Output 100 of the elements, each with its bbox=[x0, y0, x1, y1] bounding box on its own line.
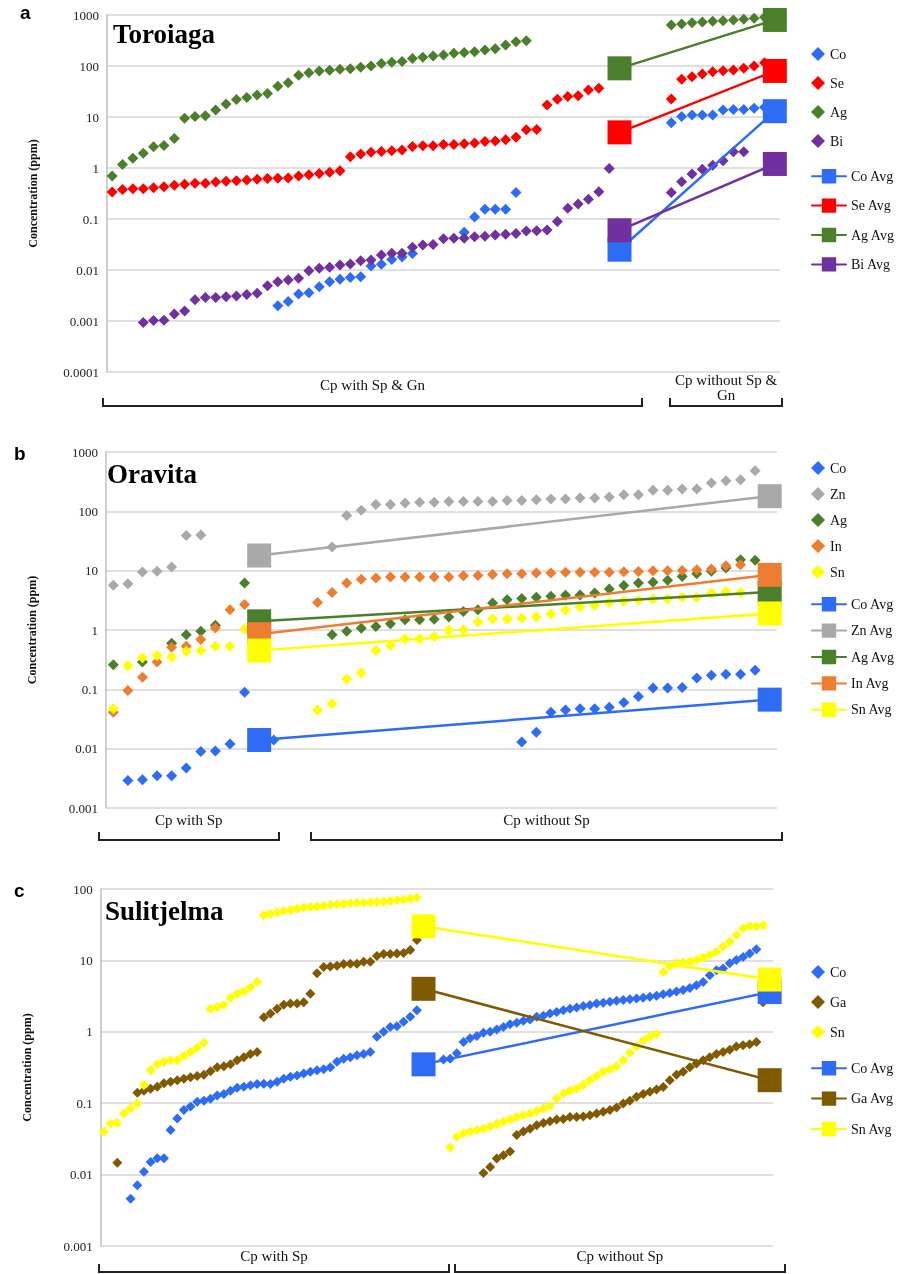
point bbox=[210, 291, 222, 303]
point bbox=[500, 39, 512, 51]
point bbox=[272, 300, 284, 312]
point bbox=[510, 131, 522, 143]
point bbox=[479, 203, 491, 215]
point bbox=[691, 564, 703, 576]
point bbox=[607, 56, 632, 81]
y-tick-label: 0.01 bbox=[75, 741, 98, 757]
point bbox=[282, 296, 294, 308]
point bbox=[632, 577, 644, 589]
point bbox=[341, 673, 353, 685]
point bbox=[632, 690, 644, 702]
point bbox=[137, 317, 149, 329]
point bbox=[303, 67, 315, 79]
point bbox=[417, 51, 429, 63]
text: c bbox=[14, 880, 25, 902]
point bbox=[762, 58, 787, 83]
point bbox=[757, 484, 782, 509]
point bbox=[272, 276, 284, 288]
point bbox=[510, 187, 522, 199]
text: b bbox=[14, 443, 26, 465]
point bbox=[230, 175, 242, 187]
y-tick-label: 0.01 bbox=[76, 262, 99, 278]
point bbox=[251, 287, 263, 299]
legend-label: Bi bbox=[830, 133, 844, 149]
point bbox=[117, 183, 129, 195]
y-tick-label: 10 bbox=[86, 109, 99, 125]
point bbox=[293, 170, 305, 182]
legend-label: Zn bbox=[830, 486, 846, 502]
point bbox=[469, 231, 481, 243]
point bbox=[720, 668, 732, 680]
point bbox=[707, 109, 719, 121]
point bbox=[662, 682, 674, 694]
point bbox=[136, 566, 148, 578]
point bbox=[180, 762, 192, 774]
point bbox=[443, 495, 455, 507]
point bbox=[355, 504, 367, 516]
point bbox=[748, 12, 760, 24]
point bbox=[530, 726, 542, 738]
point bbox=[749, 664, 761, 676]
legend-label: Zn Avg bbox=[851, 623, 893, 639]
point bbox=[324, 166, 336, 178]
point bbox=[500, 228, 512, 240]
point bbox=[516, 494, 528, 506]
y-tick-label: 100 bbox=[73, 881, 93, 897]
point bbox=[458, 138, 470, 150]
point bbox=[520, 124, 532, 136]
point bbox=[151, 565, 163, 577]
point bbox=[386, 56, 398, 68]
point bbox=[676, 18, 688, 30]
point bbox=[530, 567, 542, 579]
point bbox=[326, 629, 338, 641]
point bbox=[195, 529, 207, 541]
point bbox=[282, 77, 294, 89]
point bbox=[489, 203, 501, 215]
y-tick-label: 0.001 bbox=[63, 1238, 93, 1254]
y-tick-label: 0.0001 bbox=[63, 364, 99, 380]
point bbox=[531, 225, 543, 237]
point bbox=[355, 271, 367, 283]
text: Cp with Sp bbox=[239, 1248, 309, 1264]
point bbox=[355, 61, 367, 73]
point bbox=[676, 682, 688, 694]
point bbox=[122, 775, 134, 787]
point bbox=[530, 611, 542, 623]
point bbox=[209, 640, 221, 652]
point bbox=[220, 98, 232, 110]
legend-label: Se bbox=[830, 75, 844, 91]
point bbox=[582, 193, 594, 205]
point bbox=[303, 265, 315, 277]
point bbox=[344, 272, 356, 284]
point bbox=[166, 770, 178, 782]
point bbox=[411, 914, 436, 939]
legend-label: Co Avg bbox=[851, 168, 894, 184]
point bbox=[443, 624, 455, 636]
point bbox=[500, 203, 512, 215]
point bbox=[427, 50, 439, 62]
point bbox=[365, 254, 377, 266]
point bbox=[735, 668, 747, 680]
y-axis-title: Concentration (ppm) bbox=[25, 575, 39, 685]
point bbox=[122, 578, 134, 590]
point bbox=[717, 104, 729, 116]
point bbox=[136, 671, 148, 683]
point bbox=[762, 7, 787, 32]
point bbox=[324, 276, 336, 288]
point bbox=[220, 175, 232, 187]
point bbox=[199, 110, 211, 122]
point bbox=[166, 561, 178, 573]
point bbox=[312, 597, 324, 609]
point bbox=[545, 608, 557, 620]
point bbox=[399, 497, 411, 509]
point bbox=[559, 566, 571, 578]
point bbox=[516, 612, 528, 624]
y-tick-label: 0.1 bbox=[76, 1095, 93, 1111]
point bbox=[438, 233, 449, 245]
legend-label: Co bbox=[830, 964, 847, 980]
point bbox=[239, 686, 251, 698]
point bbox=[458, 47, 470, 59]
point bbox=[151, 650, 163, 662]
point bbox=[757, 562, 782, 587]
point bbox=[384, 571, 396, 583]
